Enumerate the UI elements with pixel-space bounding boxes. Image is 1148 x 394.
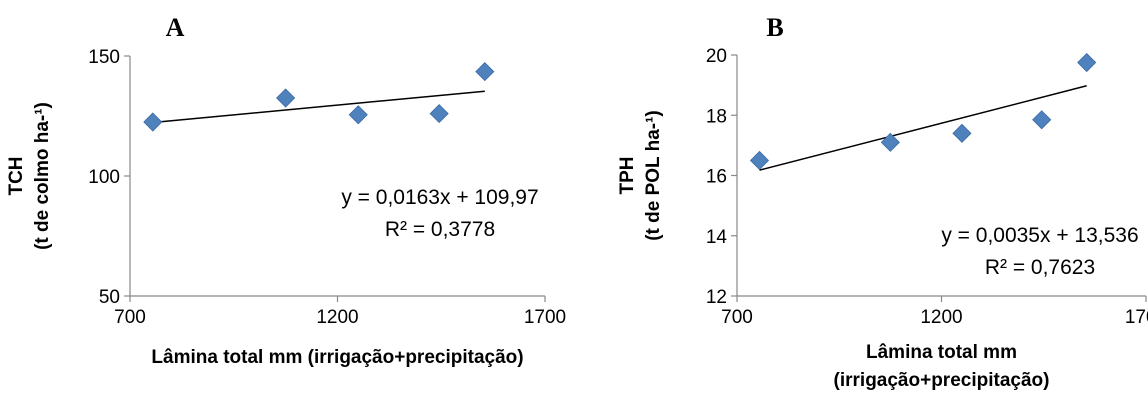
r-squared: R² = 0,3778 <box>385 218 495 241</box>
trendline <box>759 85 1087 171</box>
y-tick-label: 16 <box>706 167 727 188</box>
data-point <box>1077 52 1097 73</box>
data-point <box>429 104 449 124</box>
trendline <box>152 90 485 124</box>
regression-equation: y = 0,0163x + 109,97 <box>341 186 538 209</box>
data-point <box>143 112 163 132</box>
y-tick-label: 100 <box>88 167 120 188</box>
panel-letter: A <box>166 13 185 42</box>
panel-letter: B <box>766 13 783 42</box>
data-point <box>1032 110 1052 130</box>
panel-b: 12 14 16 18 20 700 1200 1700 By = 0,0035x + 13,5… <box>617 13 1148 391</box>
x-tick-label: 700 <box>721 307 753 328</box>
y-tick-label: 50 <box>99 287 120 308</box>
data-point <box>749 150 770 171</box>
x-tick-label: 700 <box>114 307 146 328</box>
data-point <box>952 123 972 143</box>
panel-a: 50 100 150 700 1200 1700 Ay = 0,0163x + 109,97… <box>6 13 566 368</box>
y-axis-title: (t de POL ha-¹) <box>643 110 664 241</box>
x-tick-label: 1700 <box>1125 307 1148 328</box>
data-point <box>475 62 495 82</box>
y-axis-title: TPH <box>617 157 638 195</box>
y-tick-label: 20 <box>706 46 727 67</box>
data-point <box>880 132 900 152</box>
y-tick-label: 18 <box>706 106 727 127</box>
r-squared: R² = 0,7623 <box>985 256 1095 279</box>
y-axis-title: TCH <box>6 156 27 195</box>
x-axis-title: Lâmina total mm (irrigação+precipitação) <box>151 347 523 368</box>
y-tick-label: 150 <box>88 47 120 68</box>
data-point <box>348 105 368 125</box>
y-tick-label: 12 <box>706 287 727 308</box>
y-tick-label: 14 <box>706 227 728 248</box>
x-axis-title: (irrigação+precipitação) <box>834 370 1050 391</box>
x-tick-label: 1200 <box>920 307 962 328</box>
data-point <box>276 88 296 108</box>
x-axis-title: Lâmina total mm <box>866 342 1017 363</box>
y-axis-title: (t de colmo ha-¹) <box>32 102 53 250</box>
x-tick-label: 1700 <box>524 307 566 328</box>
x-tick-label: 1200 <box>316 307 358 328</box>
regression-equation: y = 0,0035x + 13,536 <box>941 224 1138 247</box>
